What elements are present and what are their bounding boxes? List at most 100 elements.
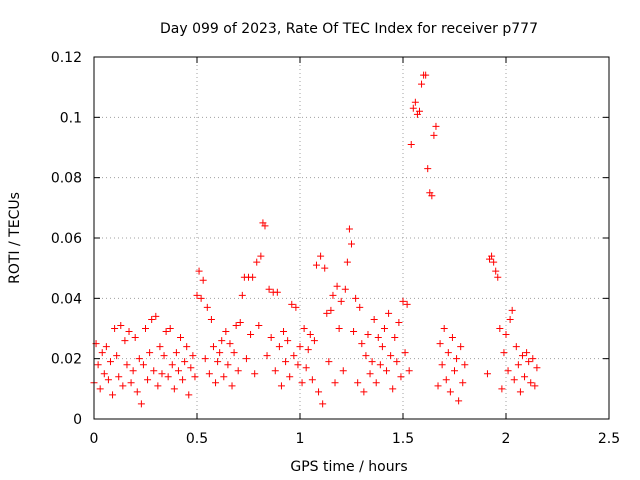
- data-point: [117, 321, 125, 329]
- data-point: [100, 370, 108, 378]
- data-point: [403, 300, 411, 308]
- data-point: [531, 382, 539, 390]
- data-point: [224, 361, 232, 369]
- data-point: [298, 379, 306, 387]
- data-point: [310, 337, 318, 345]
- data-point: [187, 364, 195, 372]
- data-point: [374, 334, 382, 342]
- data-point: [284, 337, 292, 345]
- data-point: [207, 315, 215, 323]
- data-point: [199, 276, 207, 284]
- data-point: [337, 297, 345, 305]
- data-point: [242, 355, 250, 363]
- data-point: [457, 343, 465, 351]
- y-tick-label: 0: [73, 412, 82, 428]
- data-point: [96, 385, 104, 393]
- data-point: [442, 376, 450, 384]
- data-point: [249, 273, 257, 281]
- y-tick-labels: 0 0.02 0.04 0.06 0.08 0.1 0.12: [51, 50, 82, 428]
- y-tick-label: 0.12: [51, 50, 82, 66]
- data-point: [356, 303, 364, 311]
- data-point: [185, 391, 193, 399]
- data-point: [162, 328, 170, 336]
- data-point: [383, 367, 391, 375]
- data-point: [376, 361, 384, 369]
- data-point: [226, 340, 234, 348]
- data-point: [257, 252, 265, 260]
- data-point: [170, 385, 178, 393]
- data-point: [372, 379, 380, 387]
- data-point: [106, 358, 114, 366]
- data-point: [154, 382, 162, 390]
- data-point: [288, 300, 296, 308]
- data-point: [230, 349, 238, 357]
- data-point: [317, 252, 325, 260]
- data-point: [275, 343, 283, 351]
- data-point: [236, 318, 244, 326]
- data-point: [135, 355, 143, 363]
- data-point: [280, 328, 288, 336]
- data-point: [111, 325, 119, 332]
- data-point: [177, 334, 185, 342]
- data-point: [247, 331, 255, 339]
- data-point: [109, 391, 117, 399]
- data-point: [506, 315, 514, 323]
- data-point: [228, 382, 236, 390]
- data-point: [333, 282, 341, 290]
- data-point: [286, 373, 294, 381]
- data-point: [459, 379, 467, 387]
- data-point: [232, 321, 240, 329]
- data-point: [156, 343, 164, 351]
- plot-frame: [93, 56, 610, 420]
- x-tick-label: 2: [502, 431, 511, 447]
- data-point: [498, 385, 506, 393]
- data-point: [345, 225, 353, 233]
- data-point: [292, 303, 300, 311]
- data-point: [152, 312, 160, 320]
- data-point: [319, 400, 327, 408]
- data-point: [436, 340, 444, 348]
- data-point: [389, 385, 397, 393]
- data-point: [191, 373, 199, 381]
- data-point: [424, 165, 432, 173]
- data-point: [261, 222, 269, 230]
- data-point: [339, 367, 347, 375]
- data-point: [368, 358, 376, 366]
- data-point: [265, 285, 273, 293]
- data-point: [461, 361, 469, 369]
- data-point: [127, 379, 135, 387]
- data-point: [354, 379, 362, 387]
- data-point: [271, 367, 279, 375]
- data-point: [399, 297, 407, 305]
- x-axis-label: GPS time / hours: [290, 459, 407, 475]
- data-point: [391, 334, 399, 342]
- data-point: [418, 80, 426, 88]
- data-point: [360, 388, 368, 396]
- data-point: [104, 376, 112, 384]
- data-point: [189, 352, 197, 360]
- data-point: [343, 258, 351, 266]
- data-point: [315, 388, 323, 396]
- data-point: [483, 370, 491, 378]
- data-point: [183, 343, 191, 351]
- data-point: [94, 361, 102, 369]
- grid-lines: [94, 57, 609, 419]
- data-point: [378, 343, 386, 351]
- data-point: [129, 367, 137, 375]
- data-point: [142, 325, 149, 332]
- x-tick-label: 2.5: [598, 431, 620, 447]
- data-point: [446, 388, 454, 396]
- data-point: [251, 370, 259, 378]
- data-point: [148, 315, 156, 323]
- data-point: [304, 346, 312, 354]
- data-point: [306, 331, 314, 339]
- data-point: [300, 325, 308, 332]
- data-point: [422, 71, 430, 79]
- data-point: [158, 370, 166, 378]
- data-point: [448, 334, 456, 342]
- data-point: [238, 291, 246, 299]
- data-point: [218, 337, 226, 345]
- data-point: [341, 285, 349, 293]
- data-point: [282, 358, 290, 366]
